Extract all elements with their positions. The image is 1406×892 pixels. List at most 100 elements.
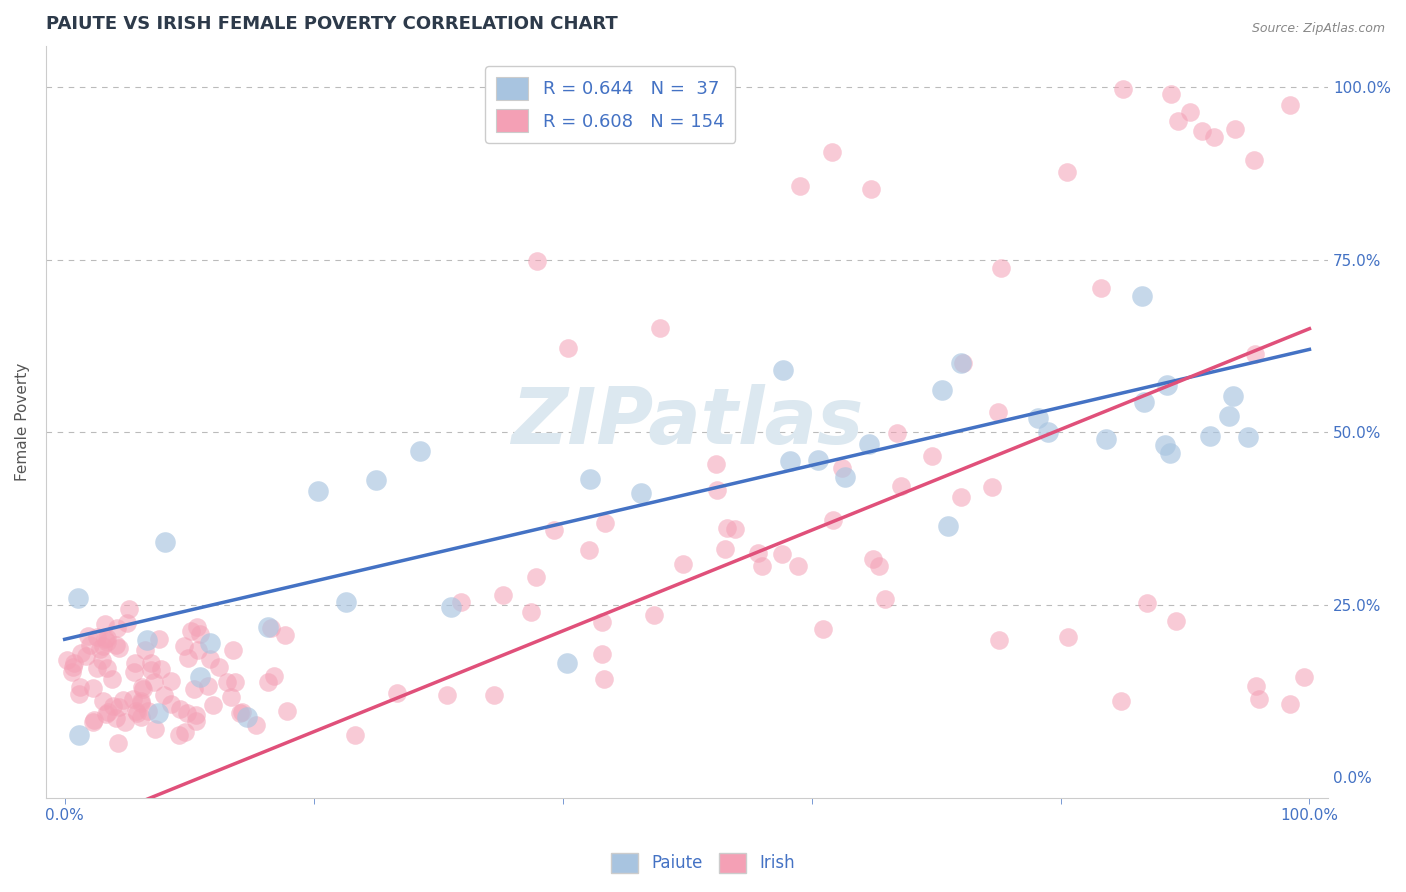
Point: [148, 632, 170, 647]
Point: [831, 461, 853, 475]
Point: [129, 694, 152, 708]
Point: [169, 728, 191, 742]
Point: [149, 662, 172, 676]
Point: [117, 615, 139, 630]
Point: [1294, 669, 1316, 683]
Point: [129, 709, 152, 723]
Point: [160, 697, 183, 711]
Point: [526, 254, 548, 268]
Point: [747, 546, 769, 560]
Point: [86, 631, 108, 645]
Point: [124, 704, 146, 718]
Point: [1159, 446, 1181, 460]
Point: [104, 711, 127, 725]
Point: [706, 483, 728, 497]
Point: [716, 521, 738, 535]
Point: [177, 650, 200, 665]
Point: [643, 607, 665, 622]
Point: [222, 643, 245, 657]
Point: [630, 486, 652, 500]
Point: [591, 615, 613, 629]
Point: [823, 513, 845, 527]
Point: [811, 622, 834, 636]
Point: [83, 714, 105, 728]
Point: [1249, 692, 1271, 706]
Point: [114, 714, 136, 729]
Point: [1243, 153, 1265, 167]
Point: [94, 632, 117, 646]
Point: [1090, 281, 1112, 295]
Point: [142, 675, 165, 690]
Point: [1244, 347, 1267, 361]
Point: [79, 638, 101, 652]
Point: [335, 594, 357, 608]
Point: [173, 639, 195, 653]
Point: [789, 179, 811, 194]
Point: [62, 660, 84, 674]
Point: [524, 570, 547, 584]
Point: [858, 437, 880, 451]
Point: [1191, 124, 1213, 138]
Point: [1132, 289, 1154, 303]
Point: [579, 472, 602, 486]
Point: [578, 542, 600, 557]
Point: [62, 656, 84, 670]
Point: [124, 656, 146, 670]
Point: [104, 639, 127, 653]
Point: [231, 706, 253, 720]
Point: [724, 522, 747, 536]
Point: [96, 661, 118, 675]
Point: [890, 479, 912, 493]
Point: [86, 661, 108, 675]
Point: [228, 706, 250, 720]
Point: [173, 724, 195, 739]
Point: [931, 384, 953, 398]
Point: [153, 534, 176, 549]
Point: [672, 557, 695, 571]
Point: [91, 639, 114, 653]
Point: [135, 633, 157, 648]
Point: [543, 523, 565, 537]
Point: [108, 640, 131, 655]
Point: [186, 708, 208, 723]
Point: [648, 321, 671, 335]
Point: [307, 484, 329, 499]
Point: [387, 686, 409, 700]
Point: [75, 648, 97, 663]
Point: [1109, 694, 1132, 708]
Point: [160, 673, 183, 688]
Legend: R = 0.644   N =  37, R = 0.608   N = 154: R = 0.644 N = 37, R = 0.608 N = 154: [485, 66, 735, 143]
Point: [200, 636, 222, 650]
Text: Source: ZipAtlas.com: Source: ZipAtlas.com: [1251, 22, 1385, 36]
Point: [82, 715, 104, 730]
Point: [76, 629, 98, 643]
Point: [219, 690, 242, 704]
Point: [245, 718, 267, 732]
Point: [132, 681, 155, 696]
Point: [409, 444, 432, 458]
Point: [706, 457, 728, 471]
Point: [60, 665, 83, 679]
Point: [1111, 82, 1133, 96]
Point: [70, 647, 93, 661]
Point: [263, 669, 285, 683]
Point: [834, 469, 856, 483]
Point: [593, 516, 616, 530]
Point: [1180, 104, 1202, 119]
Point: [198, 652, 221, 666]
Point: [492, 588, 515, 602]
Point: [56, 652, 79, 666]
Point: [1278, 98, 1301, 112]
Point: [186, 620, 208, 634]
Point: [224, 675, 246, 690]
Point: [952, 356, 974, 370]
Point: [134, 642, 156, 657]
Point: [122, 691, 145, 706]
Point: [787, 559, 810, 574]
Point: [981, 480, 1004, 494]
Point: [779, 454, 801, 468]
Point: [1218, 409, 1240, 423]
Point: [236, 710, 259, 724]
Point: [276, 704, 298, 718]
Point: [139, 664, 162, 678]
